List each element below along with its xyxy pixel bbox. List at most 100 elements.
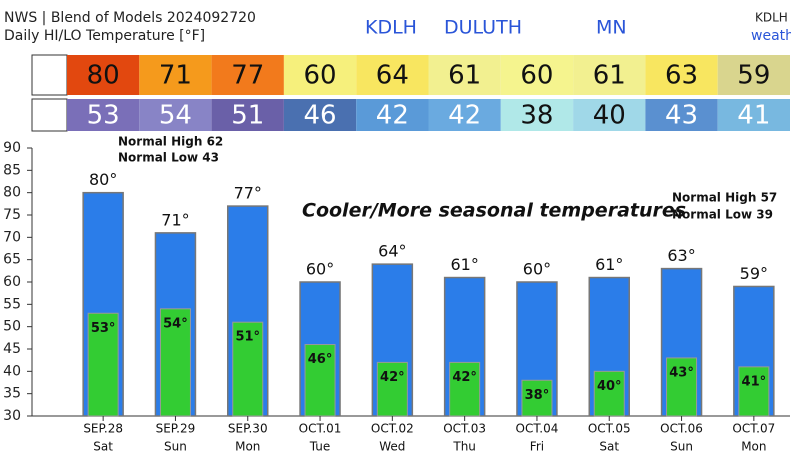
x-tick-label: OCT.01 [299,422,342,436]
low-bar [232,321,264,417]
high-label: 80° [89,170,117,189]
annotation: Normal High 57 [672,191,777,205]
annotation-bg [114,133,218,167]
annotation: Normal Low 43 [118,151,219,165]
value-cell [573,99,646,131]
low-bar [593,370,625,417]
cell-value: 41 [737,101,770,131]
cell-value: 54 [159,101,192,131]
cell-value: 40 [593,101,626,131]
value-cell [67,55,140,95]
value-cell [500,99,574,131]
cell-value: 42 [448,101,481,131]
corner-station: KDLH [755,11,788,25]
value-cell [645,55,718,95]
low-label: 43° [669,365,694,380]
low-bar [449,361,481,417]
low-bar [304,344,336,417]
cell-value: 42 [376,101,409,131]
low-label: 53° [91,321,116,336]
x-tick-label: OCT.06 [660,422,703,436]
y-tick-label: 75 [3,207,21,223]
low-bar [666,357,698,417]
value-cell [211,55,284,95]
value-cell [139,55,212,95]
x-day-label: Wed [379,440,405,454]
low-bar [87,312,119,417]
y-tick-label: 45 [3,341,21,357]
low-label: 42° [452,370,477,385]
value-cell [428,55,501,95]
y-tick-label: 80 [3,185,21,201]
cell-value: 77 [231,61,264,91]
value-cell [356,99,429,131]
value-cell [717,55,790,95]
value-cell [500,55,574,95]
x-day-label: Sun [670,440,693,454]
annotation: Normal High 62 [118,135,223,149]
low-bar [738,366,770,417]
cell-value: 71 [159,61,192,91]
high-label: 60° [523,260,551,279]
cell-value: 64 [376,61,409,91]
city: DULUTH [444,17,522,39]
x-tick-label: OCT.07 [732,422,775,436]
high-label: 63° [667,246,695,265]
y-tick-label: 30 [3,408,21,424]
cell-value: 61 [593,61,626,91]
x-tick-label: SEP.28 [83,422,123,436]
low-label: 42° [380,370,405,385]
x-tick-label: OCT.05 [588,422,631,436]
x-tick-label: SEP.29 [156,422,196,436]
cell-value: 63 [665,61,698,91]
value-cell [67,99,140,131]
x-tick-label: OCT.04 [516,422,559,436]
header-line: Daily HI/LO Temperature [°F] [4,28,205,44]
cell-value: 60 [304,61,337,91]
low-label: 51° [235,330,260,345]
cell-value: 60 [520,61,553,91]
high-label: 61° [595,255,623,274]
low-label: 38° [525,388,550,403]
high-label: 64° [378,242,406,261]
x-day-label: Mon [741,440,766,454]
value-cell [428,99,501,131]
y-tick-label: 50 [3,319,21,335]
blank-cell [31,98,68,132]
low-label: 41° [742,374,767,389]
y-tick-label: 60 [3,274,21,290]
cell-value: 46 [304,101,337,131]
corner-text: weath [751,28,791,44]
value-cell [573,55,646,95]
x-day-label: Thu [452,440,476,454]
x-tick-label: OCT.02 [371,422,414,436]
state: MN [596,17,627,39]
x-day-label: Mon [235,440,260,454]
cell-value: 43 [665,101,698,131]
cell-value: 51 [231,101,264,131]
value-cell [645,99,718,131]
y-tick-label: 55 [3,296,21,312]
y-tick-label: 40 [3,363,21,379]
value-cell [139,99,212,131]
high-label: 60° [306,260,334,279]
station: KDLH [365,17,417,39]
low-label: 46° [308,352,333,367]
value-cell [211,99,284,131]
cell-value: 59 [737,61,770,91]
annotation: Normal Low 39 [672,208,773,222]
x-day-label: Sat [599,440,619,454]
x-day-label: Fri [530,440,544,454]
x-tick-label: OCT.03 [443,422,486,436]
y-tick-label: 90 [3,140,21,156]
high-label: 77° [234,184,262,203]
x-day-label: Sat [93,440,113,454]
high-label: 61° [450,255,478,274]
value-cell [283,55,357,95]
y-tick-label: 70 [3,229,21,245]
y-tick-label: 85 [3,162,21,178]
value-cell [717,99,790,131]
cell-value: 53 [87,101,120,131]
header-line: NWS | Blend of Models 2024092720 [4,10,256,26]
